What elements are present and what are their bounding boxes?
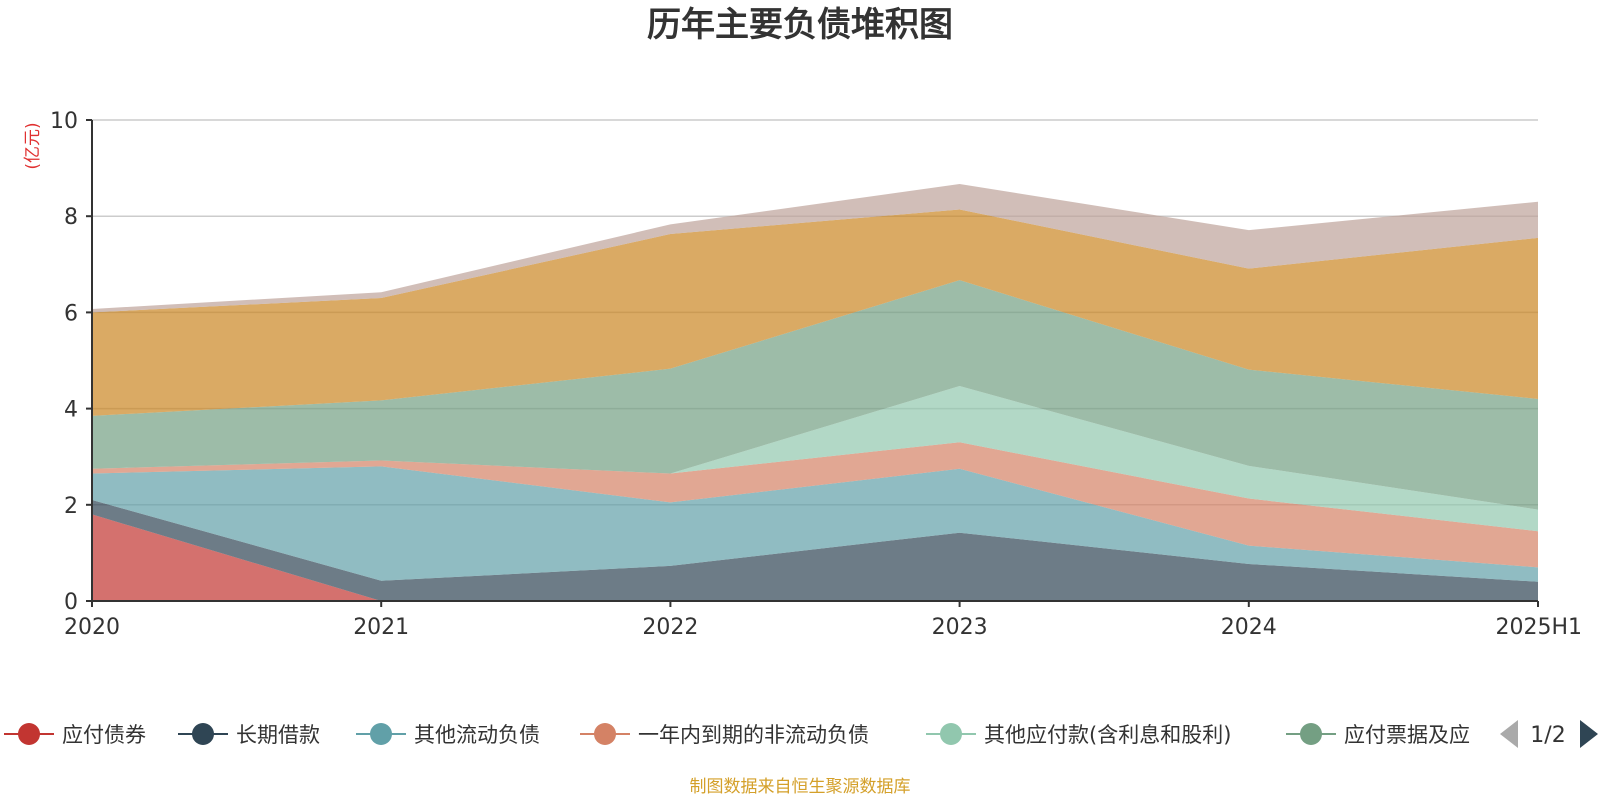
series-area-1: [92, 499, 1538, 601]
y-axis-tick-labels: 0 2 4 6 8 10: [50, 109, 78, 615]
y-axis-unit-label: (亿元): [23, 122, 43, 169]
y-tick-label: 0: [64, 590, 78, 615]
x-tick-label: 2024: [1221, 615, 1277, 640]
data-source-note: 制图数据来自恒生聚源数据库: [690, 777, 911, 797]
legend-label: 其他流动负债: [414, 723, 540, 747]
legend-item[interactable]: 应付票据及应: [1286, 723, 1470, 747]
legend-circle-marker: [370, 723, 392, 745]
series-area-6: [92, 209, 1538, 416]
series-areas: [92, 183, 1538, 601]
legend-label: 长期借款: [236, 723, 320, 747]
axes: [86, 119, 1539, 607]
x-tick-label: 2022: [642, 615, 698, 640]
chart-title: 历年主要负债堆积图: [647, 5, 953, 45]
series-area-7: [92, 183, 1538, 313]
legend: 应付债券 长期借款 其他流动负债 一年内到期的非流动负债 其他应付款(含利息和股利) 应付…: [4, 723, 1470, 747]
series-area-2: [92, 466, 1538, 582]
legend-item[interactable]: 应付债券: [4, 723, 146, 747]
y-tick-label: 6: [64, 301, 78, 326]
legend-next-page-button[interactable]: [1580, 720, 1598, 748]
series-area-3: [92, 442, 1538, 568]
series-area-5: [92, 280, 1538, 510]
legend-circle-marker: [18, 723, 40, 745]
legend-item[interactable]: 一年内到期的非流动负债: [580, 723, 869, 747]
legend-pager: 1/2: [1500, 720, 1598, 748]
legend-label: 其他应付款(含利息和股利): [984, 723, 1231, 747]
y-tick-label: 8: [64, 205, 78, 230]
legend-circle-marker: [192, 723, 214, 745]
x-tick-label: 2023: [932, 615, 988, 640]
legend-label: 应付债券: [62, 723, 146, 747]
legend-item[interactable]: 长期借款: [178, 723, 320, 747]
legend-circle-marker: [594, 723, 616, 745]
x-tick-label: 2025H1: [1495, 615, 1582, 640]
legend-circle-marker: [1300, 723, 1322, 745]
y-tick-label: 10: [50, 109, 78, 134]
y-tick-label: 2: [64, 494, 78, 519]
legend-item[interactable]: 其他应付款(含利息和股利): [926, 723, 1231, 747]
legend-label: 一年内到期的非流动负债: [638, 723, 869, 747]
y-tick-label: 4: [64, 398, 78, 423]
legend-item[interactable]: 其他流动负债: [356, 723, 540, 747]
x-tick-label: 2021: [353, 615, 409, 640]
legend-prev-page-button[interactable]: [1500, 720, 1518, 748]
legend-page-indicator: 1/2: [1530, 723, 1565, 748]
series-area-0: [92, 514, 1538, 601]
legend-label: 应付票据及应: [1344, 723, 1470, 747]
legend-circle-marker: [940, 723, 962, 745]
x-axis-tick-labels: 2020 2021 2022 2023 2024 2025H1: [64, 615, 1582, 640]
x-tick-label: 2020: [64, 615, 120, 640]
